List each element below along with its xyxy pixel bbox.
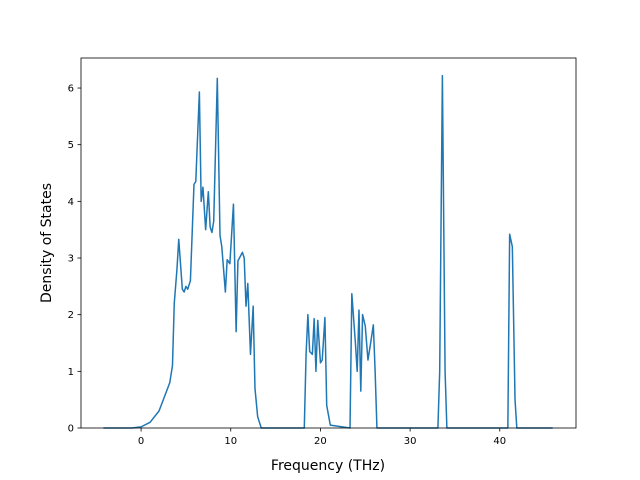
plot-frame <box>80 57 577 429</box>
y-tick-label: 1 <box>68 367 74 378</box>
dos-line <box>103 74 553 429</box>
x-tick-label: 30 <box>404 436 417 447</box>
x-tick-label: 20 <box>314 436 327 447</box>
x-axis-label: Frequency (THz) <box>271 458 385 474</box>
y-tick-label: 2 <box>68 310 74 321</box>
y-tick-label: 0 <box>68 424 74 435</box>
y-tick-label: 5 <box>68 140 74 151</box>
y-tick-label: 6 <box>68 84 74 95</box>
y-tick-label: 3 <box>68 254 74 265</box>
x-tick-label: 10 <box>224 436 237 447</box>
y-axis-label: Density of States <box>39 183 55 303</box>
x-tick-label: 40 <box>493 436 506 447</box>
y-tick-label: 4 <box>68 197 74 208</box>
x-tick-label: 0 <box>138 436 144 447</box>
